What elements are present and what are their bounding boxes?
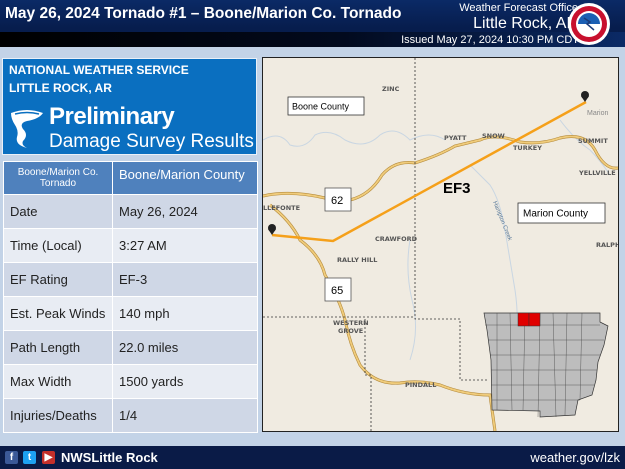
creek-label: Hampton Creek [491,201,513,243]
place-label: ZINC [382,85,400,93]
twitter-icon[interactable]: t [23,451,36,464]
issued-time: Issued May 27, 2024 10:30 PM CDT [401,34,579,46]
table-header-county: Boone/Marion County [112,161,258,195]
header-strip [0,32,625,47]
row-label: Date [3,194,113,229]
agency-location: LITTLE ROCK, AR [9,81,112,95]
nws-logo-icon [568,3,610,45]
place-label: RALLY HILL [337,256,377,264]
office-city: Little Rock, AR [473,15,578,32]
ef-rating-label: EF3 [443,180,471,197]
table-header-event: Boone/Marion Co. Tornado [3,161,113,195]
boone-county-highlight [517,312,530,327]
highway-65-shield: 65 [324,277,352,302]
row-label: Injuries/Deaths [3,398,113,433]
table-row: Max Width 1500 yards [3,364,258,399]
row-value: May 26, 2024 [112,194,258,229]
row-value: 1500 yards [112,364,258,399]
table-row: Time (Local) 3:27 AM [3,228,258,263]
table-row: Injuries/Deaths 1/4 [3,398,258,433]
row-label: Est. Peak Winds [3,296,113,331]
table-row: Date May 26, 2024 [3,194,258,229]
table-header: Boone/Marion Co. Tornado Boone/Marion Co… [3,161,258,195]
page-title: May 26, 2024 Tornado #1 – Boone/Marion C… [5,5,402,22]
tornado-track-map: Boone County Marion County EF3 62 65 ZIN… [261,57,620,433]
row-label: EF Rating [3,262,113,297]
row-label: Max Width [3,364,113,399]
row-value: 3:27 AM [112,228,258,263]
rivers [262,119,611,361]
header-banner: May 26, 2024 Tornado #1 – Boone/Marion C… [0,0,625,47]
place-label: TURKEY [513,144,542,152]
panel-heading: Preliminary [49,103,175,130]
tornado-track [271,100,587,243]
svg-text:65: 65 [331,285,343,297]
place-label: Marion [587,110,609,117]
boone-county-label: Boone County [292,102,350,112]
agency-name: NATIONAL WEATHER SERVICE [9,63,189,77]
track-start-pin-icon [268,224,276,235]
table-row: EF Rating EF-3 [3,262,258,297]
table-row: Path Length 22.0 miles [3,330,258,365]
place-label: YELLVILLE [578,169,616,177]
facebook-icon[interactable]: f [5,451,18,464]
place-label: WESTERN [333,319,369,327]
row-label: Path Length [3,330,113,365]
map-canvas: Boone County Marion County EF3 62 65 ZIN… [261,58,620,433]
track-end-pin-icon [581,91,589,102]
office-label: Weather Forecast Office [459,2,578,14]
place-label: SUMMIT [578,137,608,145]
marion-county-label: Marion County [523,209,588,220]
place-label: PYATT [444,134,467,142]
social-handle[interactable]: NWSLittle Rock [61,450,158,465]
place-label: GROVE [338,327,363,335]
boone-county-box [287,96,365,116]
tornado-icon [11,110,43,148]
highway-62-shield: 62 [324,187,352,212]
youtube-icon[interactable]: ▶ [42,451,55,464]
nws-title-panel: NATIONAL WEATHER SERVICE LITTLE ROCK, AR… [2,58,257,155]
svg-text:62: 62 [331,195,343,207]
place-label: LLEFONTE [263,204,300,212]
panel-subheading: Damage Survey Results [49,131,254,152]
place-label: RALPH [596,241,618,249]
table-row: Est. Peak Winds 140 mph [3,296,258,331]
place-label: CRAWFORD [375,235,418,243]
row-value: EF-3 [112,262,258,297]
footer-bar: f t ▶ NWSLittle Rock weather.gov/lzk [0,446,625,469]
row-value: 140 mph [112,296,258,331]
marion-county-highlight [528,312,541,327]
survey-table: Boone/Marion Co. Tornado Boone/Marion Co… [3,161,258,433]
row-value: 22.0 miles [112,330,258,365]
arkansas-locator-inset [483,312,609,418]
marion-county-box [517,202,606,224]
place-label: PINDALL [405,381,436,389]
county-lines [263,58,487,431]
row-value: 1/4 [112,398,258,433]
place-label: SNOW [482,132,505,140]
website-link[interactable]: weather.gov/lzk [530,450,620,465]
row-label: Time (Local) [3,228,113,263]
